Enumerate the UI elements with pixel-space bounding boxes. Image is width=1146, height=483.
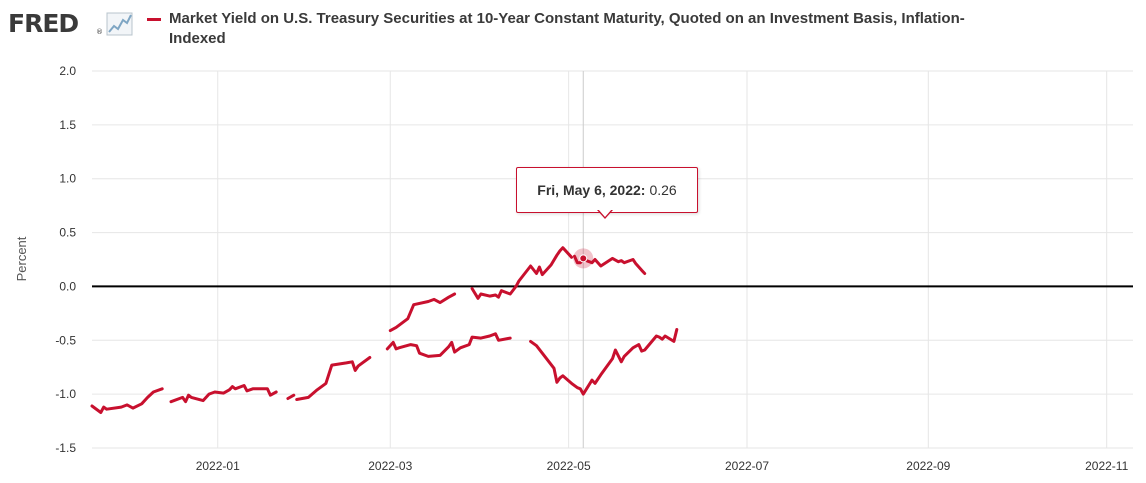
x-tick-label: 2022-03 <box>368 459 412 473</box>
y-tick-label: -0.5 <box>55 333 76 347</box>
tooltip-date: Fri, May 6, 2022: <box>537 182 646 198</box>
y-tick-label: 1.0 <box>59 172 76 186</box>
y-axis-ticks: 2.0 1.5 1.0 0.5 0.0 -0.5 -1.0 -1.5 <box>55 64 76 455</box>
series-segment[interactable] <box>388 292 457 333</box>
series-segment[interactable] <box>90 387 164 414</box>
series-segment[interactable] <box>385 332 512 358</box>
series-segment[interactable] <box>169 384 278 404</box>
x-tick-label: 2022-01 <box>196 459 240 473</box>
x-tick-label: 2022-09 <box>906 459 950 473</box>
fred-logo-text: FRED <box>8 9 78 38</box>
chart-title: Market Yield on U.S. Treasury Securities… <box>169 10 965 47</box>
hover-point <box>579 254 588 263</box>
legend-swatch <box>147 18 161 21</box>
series-segment[interactable] <box>295 356 372 401</box>
fred-logo[interactable]: FRED ® <box>8 6 138 40</box>
registered-mark: ® <box>96 28 103 36</box>
hover-marker <box>573 248 594 269</box>
y-tick-label: -1.5 <box>55 441 76 455</box>
y-tick-label: 0.5 <box>59 226 76 240</box>
y-axis-label: Percent <box>14 236 29 281</box>
tooltip-arrow-inner <box>598 209 612 217</box>
tooltip-value: 0.26 <box>649 182 677 198</box>
x-tick-label: 2022-05 <box>547 459 591 473</box>
line-graph-icon <box>106 12 133 36</box>
series-segment[interactable] <box>286 393 296 400</box>
chart-header: FRED ® Market Yield on U.S. Treasury Sec… <box>0 0 1146 60</box>
tooltip: Fri, May 6, 2022: 0.26 <box>516 167 698 213</box>
series-line[interactable] <box>90 246 679 414</box>
x-axis-ticks: 2022-01 2022-03 2022-05 2022-07 2022-09 2022-… <box>196 459 1129 473</box>
series-segment[interactable] <box>529 328 679 396</box>
y-tick-label: 2.0 <box>59 64 76 78</box>
x-tick-label: 2022-07 <box>725 459 769 473</box>
series-segment[interactable] <box>470 246 574 300</box>
x-tick-label: 2022-11 <box>1085 459 1128 473</box>
y-tick-label: -1.0 <box>55 387 76 401</box>
y-tick-label: 0.0 <box>59 279 76 293</box>
y-tick-label: 1.5 <box>59 118 76 132</box>
